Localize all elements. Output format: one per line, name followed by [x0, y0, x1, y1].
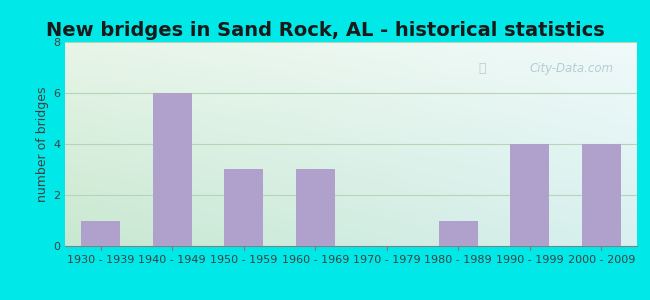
Bar: [582, 144, 621, 246]
Bar: [510, 144, 549, 246]
Text: City-Data.com: City-Data.com: [530, 62, 614, 75]
Bar: [296, 169, 335, 246]
Bar: [153, 93, 192, 246]
Bar: [439, 220, 478, 246]
Bar: [224, 169, 263, 246]
Y-axis label: number of bridges: number of bridges: [36, 86, 49, 202]
Bar: [81, 220, 120, 246]
Text: Ⓢ: Ⓢ: [478, 62, 486, 75]
Text: New bridges in Sand Rock, AL - historical statistics: New bridges in Sand Rock, AL - historica…: [46, 21, 605, 40]
